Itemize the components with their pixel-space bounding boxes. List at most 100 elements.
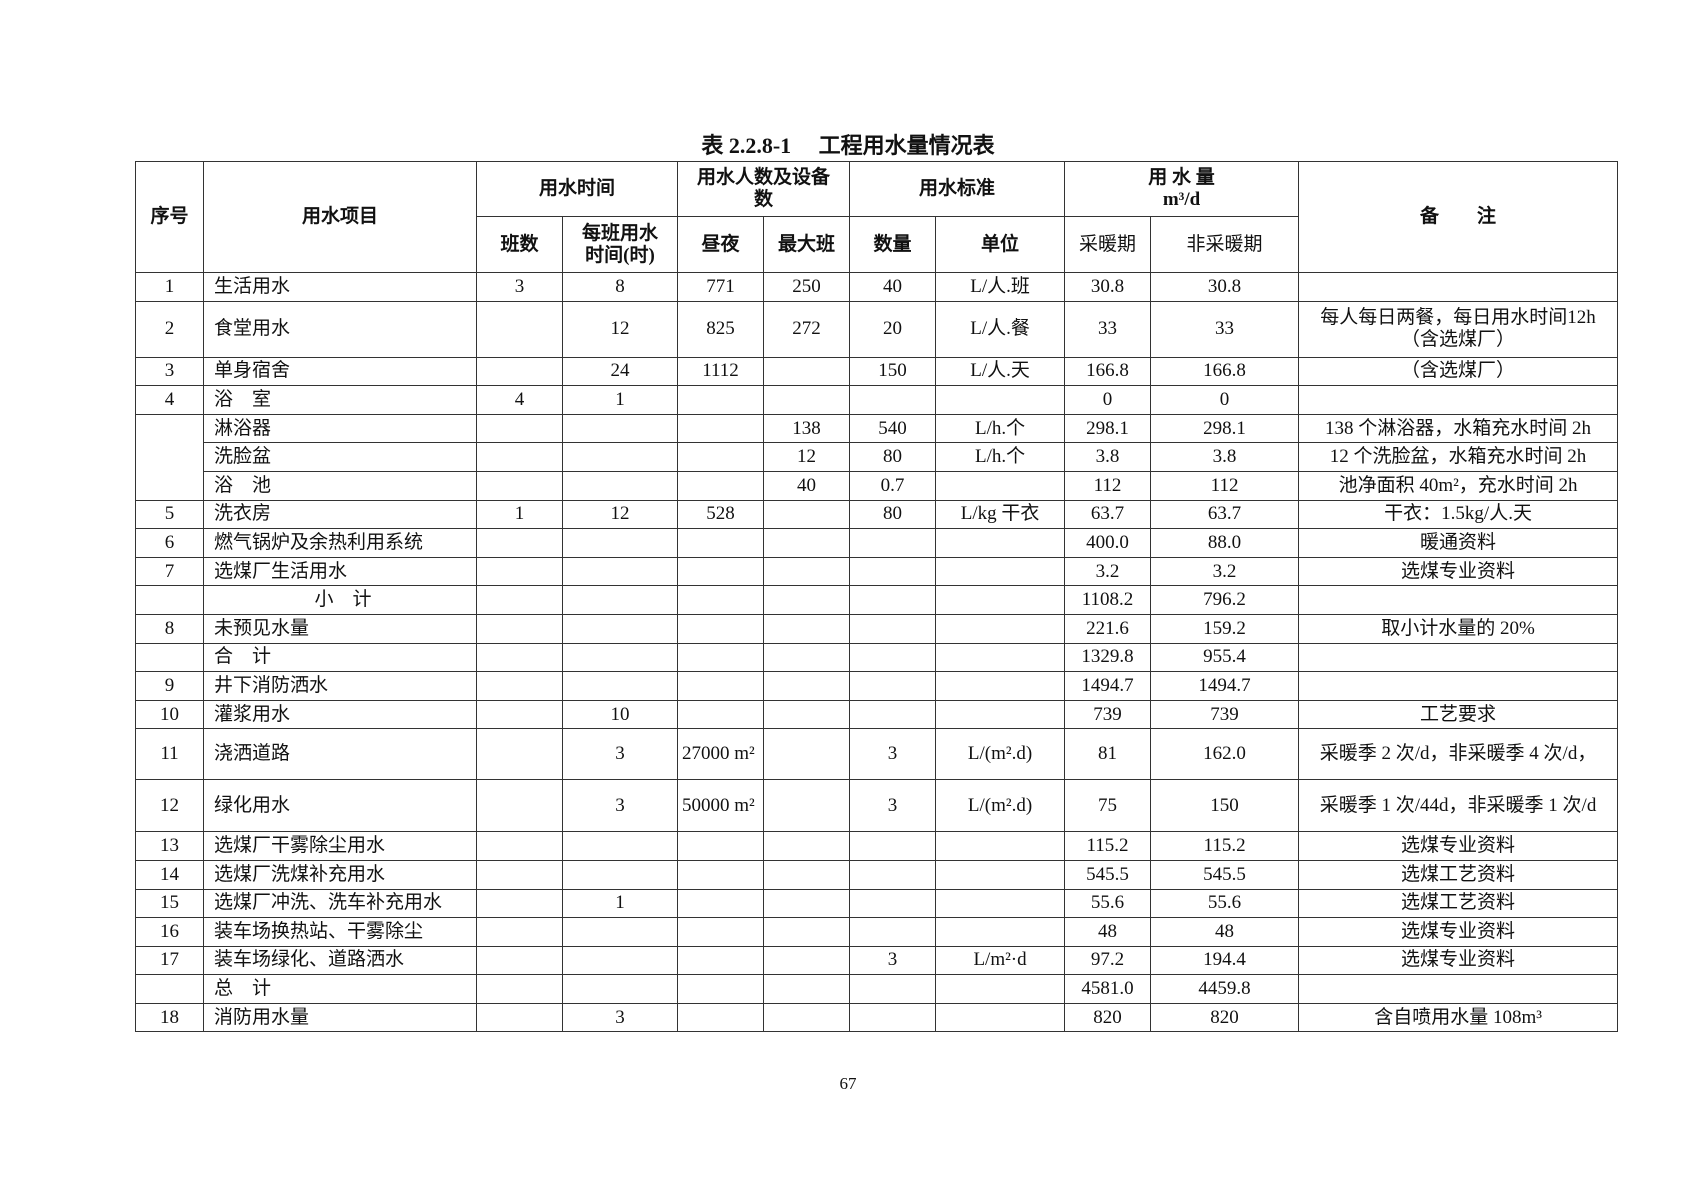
water-usage-table: 序号 用水项目 用水时间 用水人数及设备数 用水标准 用 水 量 m³/d 备 … [135,161,1619,1033]
table-row: 10 灌浆用水 10 739 739 工艺要求 [135,699,1619,730]
cell-unit: L/人.班 [935,272,1066,302]
cell-no: 8 [135,613,204,644]
cell-heating: 81 [1064,728,1152,781]
cell-no: 1 [135,272,204,302]
cell-remarks: 12 个洗脸盆，水箱充水时间 2h [1298,442,1619,472]
cell-shifts [476,613,563,644]
cell-unit [935,917,1066,947]
cell-quantity [849,974,937,1004]
header-volume-unit: m³/d [1162,189,1201,210]
cell-no [135,642,204,673]
cell-non-heating: 1494.7 [1150,671,1300,701]
cell-remarks [1298,671,1619,701]
cell-remarks: 选煤工艺资料 [1298,859,1619,890]
cell-heating: 400.0 [1064,528,1152,558]
cell-item: 单身宿舍 [203,356,477,387]
cell-max-shift [763,385,851,415]
cell-max-shift [763,613,851,644]
cell-max-shift [763,356,851,387]
cell-heating: 115.2 [1064,831,1152,861]
table-row: 2 食堂用水 12 825 272 20 L/人.餐 33 33 每人每日两餐，每日用水时间12h… [135,300,1619,358]
cell-item: 总 计 [203,974,477,1004]
cell-unit [935,470,1066,501]
cell-heating: 820 [1064,1002,1152,1033]
cell-item: 装车场换热站、干雾除尘 [203,917,477,947]
cell-quantity: 3 [849,728,937,781]
cell-remarks [1298,642,1619,673]
cell-hours-per-shift: 3 [561,728,679,781]
cell-quantity [849,917,937,947]
header-no: 序号 [135,161,204,273]
cell-max-shift [763,974,851,1004]
table-row: 18 消防用水量 3 820 820 含自喷用水量 108m³ [135,1002,1619,1033]
cell-item: 洗衣房 [203,499,477,530]
cell-heating: 112 [1064,470,1152,501]
header-hours-per-shift: 每班用水时间(时) [561,216,679,273]
cell-max-shift: 272 [763,300,851,358]
cell-unit [935,528,1066,558]
cell-item: 绿化用水 [203,779,477,833]
cell-shifts [476,699,563,730]
cell-no: 7 [135,556,204,587]
cell-no: 4 [135,385,204,415]
cell-max-shift [763,499,851,530]
cell-hours-per-shift [561,585,679,615]
cell-non-heating: 545.5 [1150,859,1300,890]
cell-non-heating: 63.7 [1150,499,1300,530]
header-unit: 单位 [935,216,1066,273]
table-row: 9 井下消防洒水 1494.7 1494.7 [135,671,1619,701]
cell-non-heating: 0 [1150,385,1300,415]
cell-shifts [476,556,563,587]
cell-shifts: 3 [476,272,563,302]
cell-quantity [849,613,937,644]
cell-remarks: 选煤工艺资料 [1298,888,1619,919]
cell-no: 16 [135,917,204,947]
cell-unit [935,585,1066,615]
cell-shifts [476,917,563,947]
cell-no [135,974,204,1004]
header-time-group: 用水时间 [475,161,679,217]
cell-unit [935,888,1066,919]
cell-heating: 75 [1064,779,1152,833]
cell-shifts [476,888,563,919]
cell-hours-per-shift: 24 [561,356,679,387]
cell-item: 浇洒道路 [203,728,477,781]
header-quantity: 数量 [849,216,937,273]
cell-remarks: 池净面积 40m²，充水时间 2h [1298,470,1619,501]
table-row: 洗脸盆 12 80 L/h.个 3.8 3.8 12 个洗脸盆，水箱充水时间 2h [136,442,1619,472]
cell-hours-per-shift [561,671,679,701]
cell-day-night [677,974,765,1004]
cell-item: 选煤厂洗煤补充用水 [203,859,477,890]
cell-non-heating: 3.2 [1150,556,1300,587]
cell-max-shift [763,556,851,587]
cell-heating: 48 [1064,917,1152,947]
cell-day-night [677,671,765,701]
cell-item: 选煤厂干雾除尘用水 [203,831,477,861]
cell-heating: 4581.0 [1064,974,1152,1004]
cell-no: 9 [135,671,204,701]
cell-non-heating: 194.4 [1150,945,1300,976]
cell-no: 5 [135,499,204,530]
cell-quantity [849,699,937,730]
cell-non-heating: 48 [1150,917,1300,947]
cell-item: 小 计 [203,585,477,615]
cell-hours-per-shift: 12 [561,300,679,358]
table-row: 8 未预见水量 221.6 159.2 取小计水量的 20% [135,613,1619,644]
header-remarks: 备 注 [1298,161,1619,273]
cell-heating: 1329.8 [1064,642,1152,673]
cell-item: 灌浆用水 [203,699,477,730]
cell-hours-per-shift [561,859,679,890]
cell-item: 浴 室 [203,385,477,415]
cell-hours-per-shift: 3 [561,1002,679,1033]
header-standard-group: 用水标准 [849,161,1066,217]
cell-quantity [849,585,937,615]
cell-hours-per-shift: 12 [561,499,679,530]
cell-hours-per-shift: 10 [561,699,679,730]
cell-unit: L/人.餐 [935,300,1066,358]
cell-quantity: 150 [849,356,937,387]
cell-quantity: 80 [849,499,937,530]
cell-shifts [476,528,563,558]
cell-quantity: 0.7 [849,470,937,501]
cell-no: 3 [135,356,204,387]
cell-max-shift [763,917,851,947]
